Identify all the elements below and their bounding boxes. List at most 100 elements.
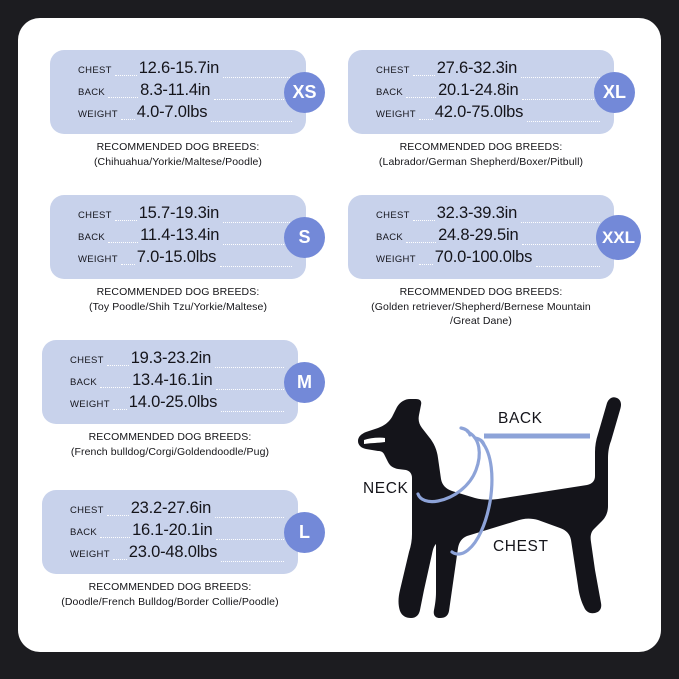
size-badge-xxl: XXL: [596, 215, 641, 260]
breeds-l: RECOMMENDED DOG BREEDS: (Doodle/French B…: [42, 580, 298, 609]
row-weight: WEIGHT 14.0-25.0lbs: [70, 393, 284, 415]
label-neck: NECK: [363, 480, 409, 497]
leader-dots: [112, 558, 127, 560]
leader-dots-tail: [536, 265, 600, 267]
row-label-chest: CHEST: [78, 210, 112, 221]
size-card-s: CHEST 15.7-19.3in BACK 11.4-13.4in WEIGH…: [50, 195, 325, 279]
row-value-back: 11.4-13.4in: [140, 226, 220, 244]
leader-dots-tail: [215, 516, 284, 518]
row-label-chest: CHEST: [70, 355, 104, 366]
row-weight: WEIGHT 4.0-7.0lbs: [78, 103, 292, 125]
leader-dots-tail: [216, 388, 284, 390]
row-value-weight: 7.0-15.0lbs: [136, 248, 217, 266]
breeds-xxl: RECOMMENDED DOG BREEDS: (Golden retrieve…: [348, 285, 614, 329]
row-weight: WEIGHT 70.0-100.0lbs: [376, 248, 600, 270]
breeds-list-line: (Doodle/French Bulldog/Border Collie/Poo…: [61, 595, 279, 608]
leader-dots: [112, 408, 127, 410]
leader-dots-tail: [522, 98, 600, 100]
row-label-back: BACK: [78, 87, 106, 98]
size-badge-xl: XL: [594, 72, 635, 113]
row-value-chest: 19.3-23.2in: [130, 349, 212, 367]
label-back: BACK: [498, 410, 543, 427]
row-chest: CHEST 27.6-32.3in: [376, 59, 600, 81]
size-block-s: CHEST 15.7-19.3in BACK 11.4-13.4in WEIGH…: [50, 195, 325, 314]
breeds-list-line: (Labrador/German Shepherd/Boxer/Pitbull): [378, 155, 584, 168]
row-label-weight: WEIGHT: [376, 254, 416, 265]
leader-dots-tail: [223, 221, 292, 223]
leader-dots-tail: [211, 120, 292, 122]
leader-dots-tail: [215, 366, 284, 368]
leader-dots-tail: [216, 538, 284, 540]
row-label-weight: WEIGHT: [78, 109, 118, 120]
breeds-heading: RECOMMENDED DOG BREEDS:: [96, 141, 260, 153]
breeds-m: RECOMMENDED DOG BREEDS: (French bulldog/…: [42, 430, 298, 459]
row-label-back: BACK: [78, 232, 106, 243]
row-value-weight: 23.0-48.0lbs: [128, 543, 218, 561]
leader-dots-tail: [527, 120, 600, 122]
row-label-back: BACK: [70, 377, 98, 388]
row-back: BACK 16.1-20.1in: [70, 521, 284, 543]
size-badge-l: L: [284, 512, 325, 553]
row-value-back: 24.8-29.5in: [438, 226, 519, 244]
size-badge-s: S: [284, 217, 325, 258]
breeds-list-line: (Toy Poodle/Shih Tzu/Yorkie/Maltese): [88, 300, 268, 313]
chest-measure-loop: [450, 440, 494, 556]
leader-dots: [108, 241, 139, 243]
dog-muzzle-line: [364, 437, 385, 444]
row-value-chest: 27.6-32.3in: [436, 59, 518, 77]
row-label-back: BACK: [70, 527, 98, 538]
size-block-xs: CHEST 12.6-15.7in BACK 8.3-11.4in WEIGHT: [50, 50, 325, 169]
row-value-back: 16.1-20.1in: [132, 521, 213, 539]
row-label-weight: WEIGHT: [78, 254, 118, 265]
leader-dots: [114, 219, 137, 221]
breeds-heading: RECOMMENDED DOG BREEDS:: [96, 286, 260, 298]
leader-dots: [106, 514, 129, 516]
size-chart-sheet: CHEST 12.6-15.7in BACK 8.3-11.4in WEIGHT: [18, 18, 661, 652]
size-rows-s: CHEST 15.7-19.3in BACK 11.4-13.4in WEIGH…: [78, 204, 292, 270]
size-card-m: CHEST 19.3-23.2in BACK 13.4-16.1in WEIGH…: [42, 340, 325, 424]
leader-dots: [406, 96, 437, 98]
row-back: BACK 20.1-24.8in: [376, 81, 600, 103]
leader-dots: [418, 263, 433, 265]
row-back: BACK 24.8-29.5in: [376, 226, 600, 248]
row-back: BACK 13.4-16.1in: [70, 371, 284, 393]
size-card-xxl: CHEST 32.3-39.3in BACK 24.8-29.5in WEIGH…: [348, 195, 641, 279]
leader-dots: [120, 118, 135, 120]
breeds-heading: RECOMMENDED DOG BREEDS:: [88, 431, 252, 443]
neck-measure-loop: [416, 430, 481, 504]
leader-dots: [412, 219, 435, 221]
chest-loop-arrow: [473, 436, 486, 447]
row-label-weight: WEIGHT: [70, 399, 110, 410]
row-label-chest: CHEST: [376, 210, 410, 221]
breeds-heading: RECOMMENDED DOG BREEDS:: [399, 141, 563, 153]
size-block-m: CHEST 19.3-23.2in BACK 13.4-16.1in WEIGH…: [42, 340, 325, 459]
row-chest: CHEST 19.3-23.2in: [70, 349, 284, 371]
leader-dots: [120, 263, 135, 265]
dog-ear-shape: [391, 406, 402, 431]
size-badge-m: M: [284, 362, 325, 403]
leader-dots-tail: [221, 560, 284, 562]
leader-dots-tail: [521, 221, 600, 223]
leader-dots: [106, 364, 129, 366]
row-label-weight: WEIGHT: [376, 109, 416, 120]
leader-dots-tail: [223, 76, 292, 78]
row-chest: CHEST 15.7-19.3in: [78, 204, 292, 226]
leader-dots: [418, 118, 433, 120]
row-label-back: BACK: [376, 232, 404, 243]
leader-dots: [412, 74, 435, 76]
leader-dots-tail: [521, 76, 600, 78]
row-value-chest: 12.6-15.7in: [138, 59, 220, 77]
leader-dots: [100, 536, 131, 538]
row-label-weight: WEIGHT: [70, 549, 110, 560]
row-back: BACK 8.3-11.4in: [78, 81, 292, 103]
row-value-chest: 23.2-27.6in: [130, 499, 212, 517]
leader-dots-tail: [214, 98, 292, 100]
size-card-l: CHEST 23.2-27.6in BACK 16.1-20.1in WEIGH…: [42, 490, 325, 574]
row-value-chest: 15.7-19.3in: [138, 204, 220, 222]
size-card-xs: CHEST 12.6-15.7in BACK 8.3-11.4in WEIGHT: [50, 50, 325, 134]
dog-measurement-diagram: BACK NECK CHEST: [348, 358, 648, 652]
size-block-xl: CHEST 27.6-32.3in BACK 20.1-24.8in WEIGH…: [348, 50, 635, 169]
leader-dots: [100, 386, 131, 388]
leader-dots-tail: [221, 410, 284, 412]
